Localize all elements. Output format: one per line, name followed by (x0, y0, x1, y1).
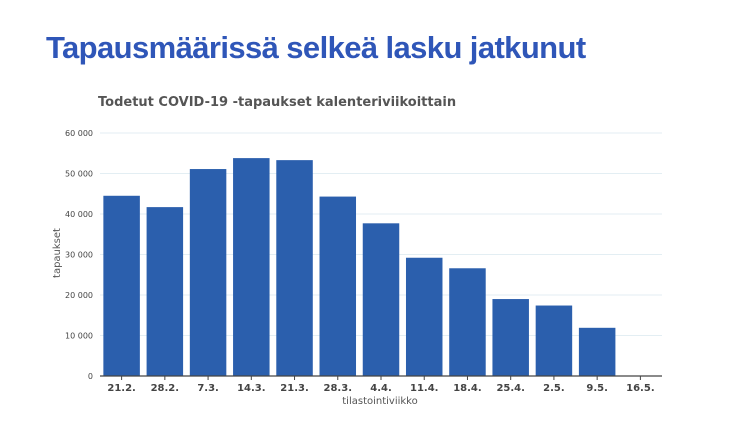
x-tick-label: 7.3. (197, 383, 219, 394)
x-tick-label: 9.5. (586, 383, 608, 394)
x-tick-label: 25.4. (496, 383, 524, 394)
bar (189, 169, 227, 376)
y-tick-label: 60 000 (65, 129, 93, 138)
bar (449, 268, 486, 376)
y-tick-label: 10 000 (65, 332, 93, 341)
x-tick-label: 16.5. (626, 383, 654, 394)
y-tick-label: 0 (88, 372, 93, 381)
x-tick-label: 21.2. (107, 383, 135, 394)
x-tick-label: 28.3. (324, 383, 352, 394)
y-tick-label: 50 000 (65, 170, 93, 179)
bar (103, 195, 140, 376)
bar (405, 257, 443, 376)
y-axis-title: tapaukset (52, 228, 63, 278)
bar (362, 223, 400, 376)
y-tick-label: 30 000 (65, 251, 93, 260)
x-tick-label: 11.4. (410, 383, 438, 394)
x-axis-title: tilastointiviikko (342, 396, 418, 407)
x-tick-label: 28.2. (151, 383, 179, 394)
bar (146, 207, 184, 376)
x-tick-label: 14.3. (237, 383, 265, 394)
bar (492, 299, 529, 376)
x-tick-label: 21.3. (280, 383, 308, 394)
axes: 0 10 000 20 000 30 000 40 000 50 000 60 000 21.… (65, 129, 662, 394)
chart-title: Todetut COVID-19 -tapaukset kalenterivii… (98, 95, 457, 110)
bar (233, 158, 270, 376)
x-tick-label: 4.4. (370, 383, 392, 394)
y-tick-label: 20 000 (65, 291, 93, 300)
bar (578, 327, 616, 376)
bar (535, 305, 573, 376)
bar (319, 196, 357, 376)
slide-title: Tapausmäärissä selkeä lasku jatkunut (46, 30, 586, 65)
y-tick-label: 40 000 (65, 210, 93, 219)
x-tick-label: 18.4. (453, 383, 481, 394)
bar (276, 160, 313, 376)
x-tick-label: 2.5. (543, 383, 565, 394)
bars (103, 158, 616, 376)
